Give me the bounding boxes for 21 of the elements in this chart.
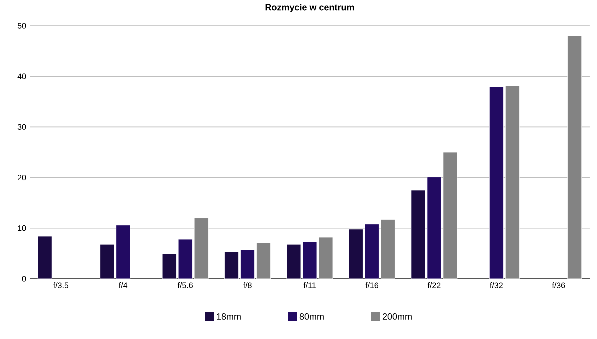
x-tick-label: f/5.6 bbox=[178, 282, 193, 288]
legend-label: 80mm bbox=[300, 314, 324, 320]
chart-title: Rozmycie w centrum bbox=[266, 4, 354, 12]
bar bbox=[568, 36, 582, 280]
bar bbox=[38, 236, 52, 280]
x-tick-label: f/36 bbox=[552, 282, 566, 288]
x-tick-label: f/11 bbox=[304, 282, 316, 288]
legend-label: 200mm bbox=[382, 314, 412, 320]
x-tick-label: f/32 bbox=[490, 282, 503, 288]
x-tick-label: f/22 bbox=[428, 282, 441, 288]
x-tick-label: f/16 bbox=[366, 282, 379, 288]
y-tick-label: 50 bbox=[18, 23, 26, 29]
y-tick-label: 10 bbox=[18, 226, 26, 232]
legend-label: 18mm bbox=[217, 314, 241, 320]
y-tick-label: 0 bbox=[22, 276, 26, 282]
x-tick-label: f/8 bbox=[243, 282, 252, 288]
y-tick-label: 40 bbox=[18, 74, 26, 80]
x-tick-label: f/4 bbox=[119, 282, 128, 288]
y-tick-label: 20 bbox=[18, 174, 26, 181]
y-tick-label: 30 bbox=[18, 124, 26, 130]
x-tick-label: f/3.5 bbox=[53, 282, 69, 288]
